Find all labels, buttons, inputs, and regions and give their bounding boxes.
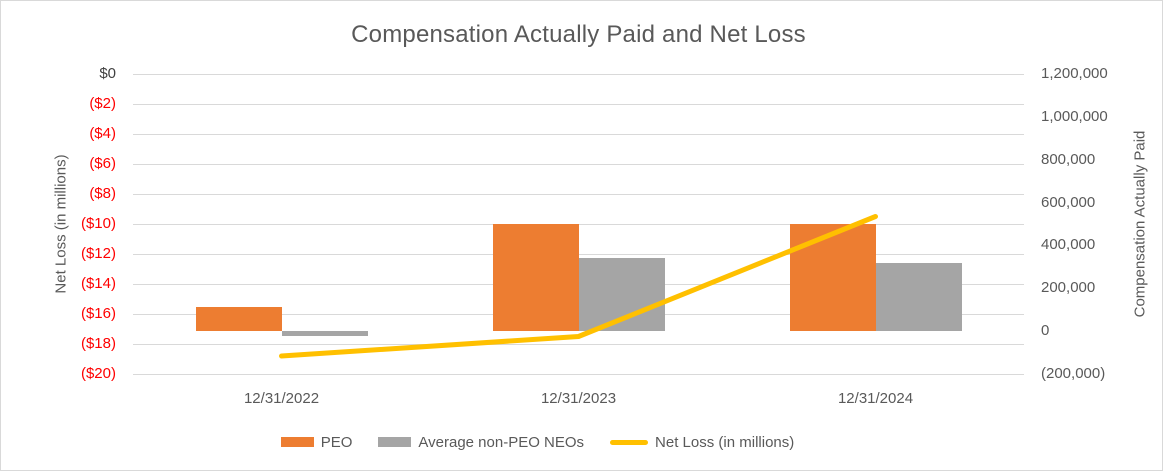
legend-bar-swatch [280, 437, 314, 447]
legend-item-net-loss-in-millions-: Net Loss (in millions) [610, 434, 794, 451]
left-axis-tick: ($6) [89, 155, 116, 172]
right-axis-tick: 0 [1041, 322, 1050, 340]
bar-peo-12/31/2024 [789, 224, 876, 332]
left-axis-tick: ($8) [89, 185, 116, 202]
legend-bar-swatch [378, 437, 412, 447]
bar-non-peo-neos-12/31/2024 [875, 262, 962, 332]
left-axis-tick: ($18) [80, 335, 116, 352]
left-axis-tick: ($14) [80, 275, 116, 292]
right-axis-tick: 400,000 [1041, 236, 1096, 254]
left-axis-tick: ($10) [80, 215, 116, 232]
gridline [133, 343, 1024, 345]
bar-non-peo-neos-12/31/2022 [281, 331, 368, 337]
left-axis-tick: ($20) [80, 365, 116, 382]
right-axis-tick: (200,000) [1041, 365, 1106, 382]
gridline [133, 373, 1024, 375]
gridline [133, 133, 1024, 135]
left-axis-tick: ($16) [80, 305, 116, 322]
gridline [133, 193, 1024, 195]
left-axis-tick: ($2) [89, 95, 116, 112]
legend-item-average-non-peo-neos: Average non-PEO NEOs [378, 434, 584, 451]
right-axis-tick: 200,000 [1041, 279, 1096, 297]
x-axis-tick: 12/31/2023 [540, 390, 617, 407]
right-axis-tick: 800,000 [1041, 150, 1096, 168]
right-axis-title: Compensation Actually Paid [1131, 130, 1149, 318]
plot-area [133, 73, 1024, 375]
legend-label: Net Loss (in millions) [655, 433, 795, 451]
x-axis-tick: 12/31/2024 [837, 390, 914, 407]
legend-item-peo: PEO [280, 433, 353, 451]
gridline [133, 253, 1024, 255]
legend-label: Average non-PEO NEOs [418, 433, 585, 451]
left-axis-tick: $0 [99, 65, 116, 82]
left-axis-tick: ($4) [89, 125, 116, 142]
right-axis-tick: 600,000 [1041, 193, 1096, 211]
bar-peo-12/31/2023 [492, 224, 579, 332]
left-axis-tick: ($12) [80, 245, 116, 262]
bar-peo-12/31/2022 [195, 307, 282, 332]
gridline [133, 223, 1024, 225]
right-axis-tick: 1,200,000 [1041, 65, 1108, 82]
x-axis-tick: 12/31/2022 [243, 390, 320, 407]
legend-label: PEO [320, 433, 353, 451]
bar-non-peo-neos-12/31/2023 [578, 258, 665, 332]
gridline [133, 73, 1024, 75]
gridline [133, 163, 1024, 165]
gridline [133, 103, 1024, 105]
legend-line-swatch [610, 439, 649, 445]
chart-legend: PEO Average non-PEO NEOs Net Loss (in mill… [1, 431, 1162, 453]
right-axis-tick: 1,000,000 [1041, 107, 1108, 125]
chart-title: Compensation Actually Paid and Net Loss [351, 21, 806, 48]
